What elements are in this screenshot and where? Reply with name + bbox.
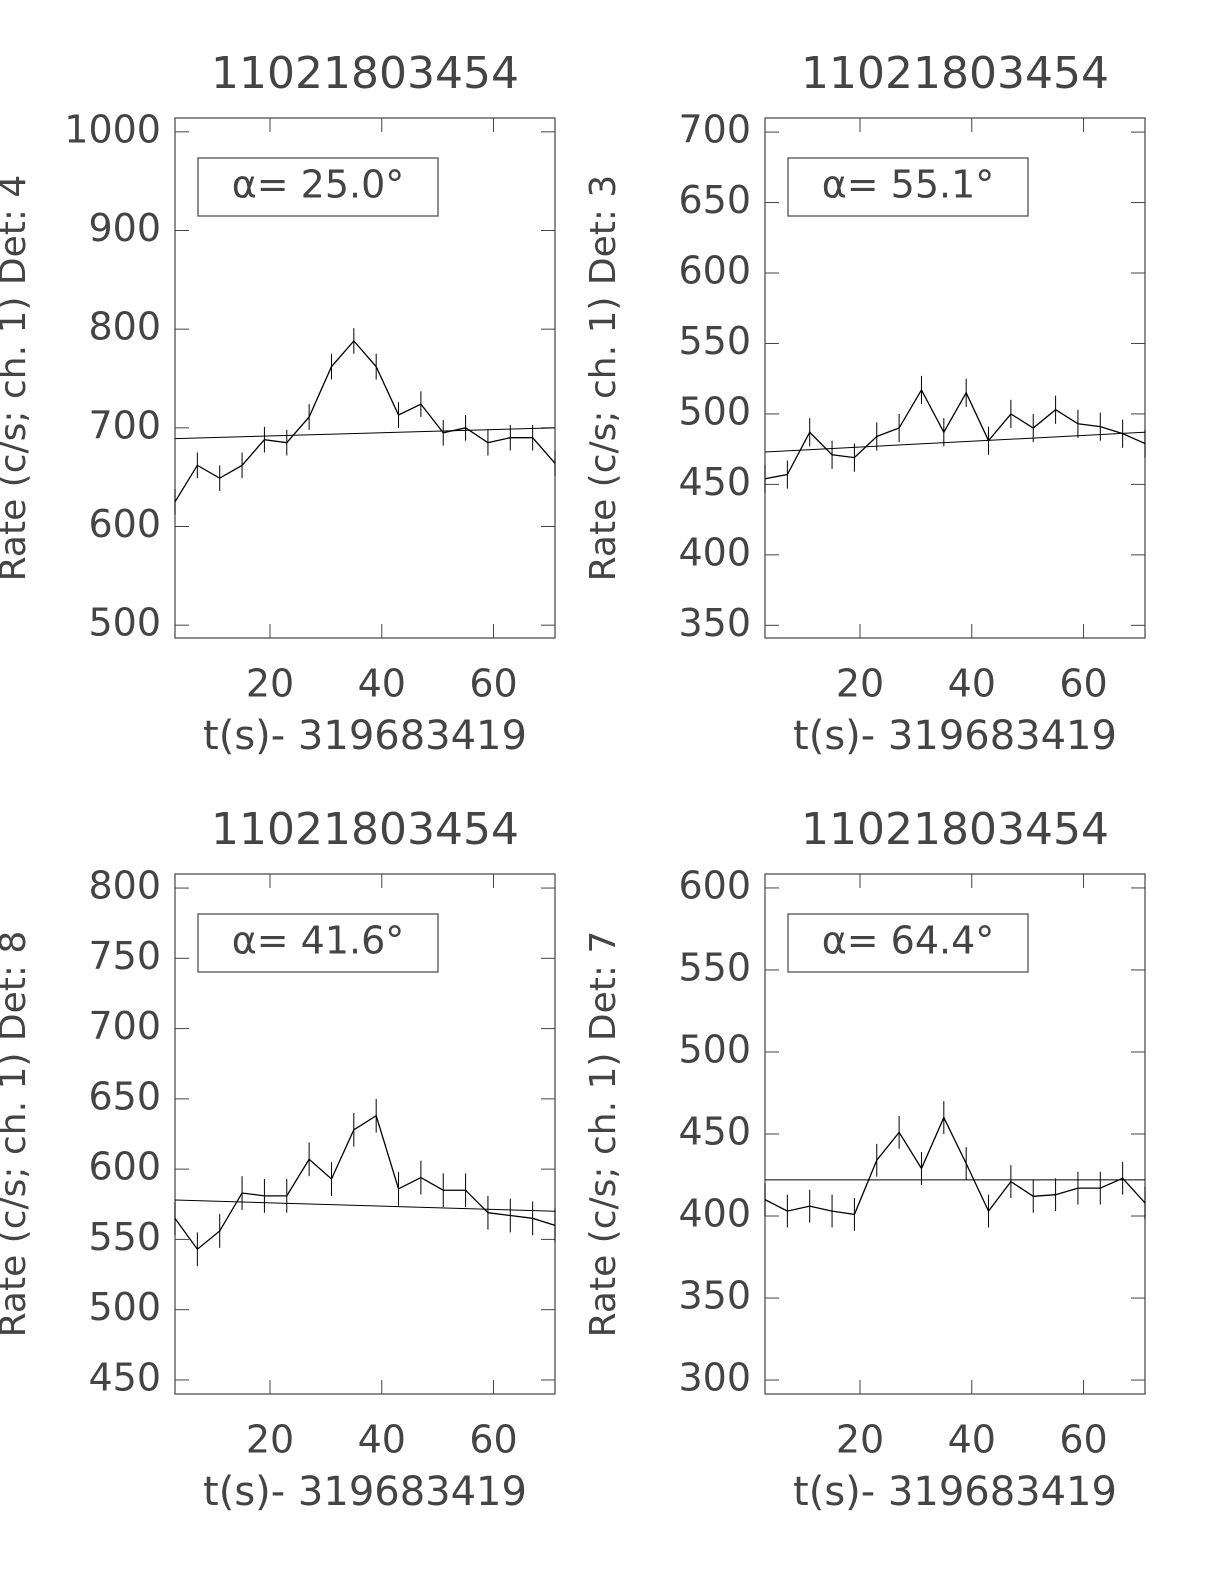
- model-line: [174, 1199, 556, 1212]
- x-axis-label: t(s)- 319683419: [793, 1469, 1117, 1515]
- y-tick-label: 400: [678, 1192, 751, 1236]
- data-line: [764, 1116, 1146, 1216]
- x-tick-label: 40: [948, 1418, 996, 1462]
- x-tick-label: 40: [358, 662, 406, 706]
- y-tick-label: 550: [678, 945, 751, 989]
- annotation: α= 64.4°: [822, 919, 995, 963]
- x-axis-label: t(s)- 319683419: [203, 1469, 527, 1515]
- y-tick-label: 450: [678, 460, 751, 504]
- x-tick-label: 20: [246, 662, 294, 706]
- y-tick-label: 800: [88, 864, 161, 908]
- chart-title: 11021803454: [211, 48, 519, 99]
- plot-frame: [174, 873, 556, 1395]
- annotation: α= 25.0°: [232, 163, 405, 207]
- x-tick-label: 20: [836, 1418, 884, 1462]
- y-tick-label: 650: [678, 178, 751, 222]
- x-axis-label: t(s)- 319683419: [793, 713, 1117, 759]
- y-tick-label: 500: [678, 389, 751, 433]
- plot-frame: [174, 117, 556, 639]
- y-tick-label: 700: [88, 403, 161, 447]
- plot-frame: [764, 117, 1146, 639]
- data-line: [174, 340, 556, 503]
- y-tick-label: 700: [88, 1004, 161, 1048]
- x-tick-label: 20: [246, 1418, 294, 1462]
- y-tick-label: 1000: [64, 107, 161, 151]
- y-axis-label: Rate (c/s; ch. 1) Det: 8: [0, 931, 34, 1338]
- model-line: [764, 431, 1146, 453]
- model-line: [174, 427, 556, 440]
- x-tick-label: 20: [836, 662, 884, 706]
- y-axis-label: Rate (c/s; ch. 1) Det: 7: [583, 931, 624, 1338]
- y-tick-label: 500: [678, 1027, 751, 1071]
- y-tick-label: 600: [678, 863, 751, 907]
- panel: 11021803454 t(s)- 319683419 Rate (c/s; ch.…: [583, 804, 1146, 1515]
- y-tick-label: 500: [88, 1285, 161, 1329]
- y-axis-label: Rate (c/s; ch. 1) Det: 4: [0, 175, 34, 582]
- annotation-box: [197, 157, 439, 217]
- y-tick-label: 600: [88, 1145, 161, 1189]
- y-tick-label: 300: [678, 1356, 751, 1400]
- chart-title: 11021803454: [211, 804, 519, 855]
- data-line: [174, 1114, 556, 1251]
- y-tick-label: 450: [678, 1110, 751, 1154]
- annotation-box: [787, 157, 1029, 217]
- panel: 11021803454 t(s)- 319683419 Rate (c/s; ch.…: [583, 48, 1146, 759]
- y-tick-label: 400: [678, 530, 751, 574]
- y-axis-label: Rate (c/s; ch. 1) Det: 3: [583, 175, 624, 582]
- annotation-box: [197, 913, 439, 973]
- panel: 11021803454 t(s)- 319683419 Rate (c/s; ch.…: [0, 48, 556, 759]
- annotation: α= 55.1°: [822, 163, 995, 207]
- y-tick-label: 900: [88, 206, 161, 250]
- x-axis-label: t(s)- 319683419: [203, 713, 527, 759]
- x-tick-label: 60: [469, 1418, 517, 1462]
- y-tick-label: 700: [678, 108, 751, 152]
- panel: 11021803454 t(s)- 319683419 Rate (c/s; ch.…: [0, 804, 556, 1515]
- y-tick-label: 450: [88, 1355, 161, 1399]
- y-tick-label: 350: [678, 1274, 751, 1318]
- annotation: α= 41.6°: [232, 919, 405, 963]
- x-tick-label: 40: [358, 1418, 406, 1462]
- y-tick-label: 350: [678, 601, 751, 645]
- x-tick-label: 60: [1059, 662, 1107, 706]
- chart-title: 11021803454: [801, 804, 1109, 855]
- y-tick-label: 750: [88, 934, 161, 978]
- x-tick-label: 60: [469, 662, 517, 706]
- y-tick-label: 800: [88, 305, 161, 349]
- x-tick-label: 40: [948, 662, 996, 706]
- y-tick-label: 550: [88, 1215, 161, 1259]
- annotation-box: [787, 913, 1029, 973]
- data-line: [764, 388, 1146, 480]
- y-tick-label: 600: [88, 502, 161, 546]
- y-tick-label: 600: [678, 249, 751, 293]
- y-tick-label: 500: [88, 601, 161, 645]
- x-tick-label: 60: [1059, 1418, 1107, 1462]
- y-tick-label: 550: [678, 319, 751, 363]
- chart-title: 11021803454: [801, 48, 1109, 99]
- y-tick-label: 650: [88, 1074, 161, 1118]
